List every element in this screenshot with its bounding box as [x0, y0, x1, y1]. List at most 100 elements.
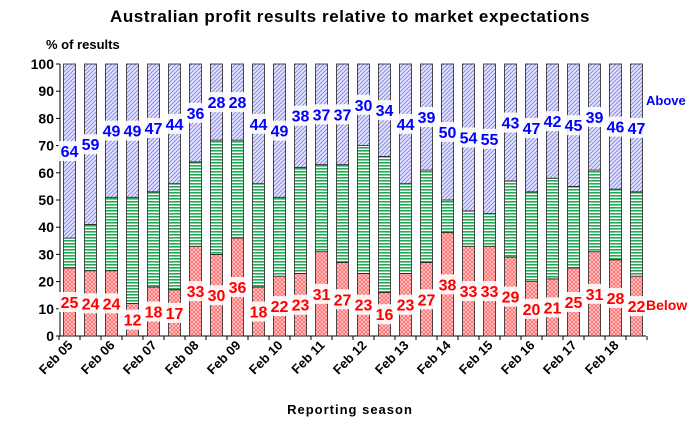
x-tick-label: Feb 17 [540, 338, 580, 378]
label-bg [163, 302, 186, 323]
x-tick-label: Feb 06 [78, 338, 118, 378]
x-axis-label: Reporting season [287, 402, 413, 417]
label-bg [268, 296, 291, 317]
data-label-above: 44 [166, 117, 184, 134]
data-label-below: 20 [523, 302, 541, 319]
data-label-below: 31 [313, 287, 331, 304]
data-label-above: 59 [82, 137, 100, 154]
label-bg [457, 281, 480, 302]
label-bg [226, 92, 249, 113]
bar-inline [252, 183, 265, 288]
label-bg [289, 294, 312, 315]
label-bg [604, 287, 627, 308]
bar-inline [441, 199, 454, 234]
label-bg [142, 301, 165, 322]
data-label-below: 23 [397, 298, 415, 315]
bar-inline [630, 191, 643, 277]
data-label-above: 45 [565, 118, 583, 135]
data-label-below: 33 [460, 284, 478, 301]
bar-inline [483, 213, 496, 247]
bar-inline [210, 139, 223, 255]
data-label-above: 36 [187, 106, 205, 123]
label-bg [352, 294, 375, 315]
bar-inline [378, 156, 391, 293]
x-tick-label: Feb 18 [582, 338, 622, 378]
y-tick-label: 60 [38, 165, 54, 181]
bar-inline [63, 237, 76, 269]
label-bg [331, 104, 354, 125]
label-bg [205, 285, 228, 306]
label-bg [226, 277, 249, 298]
y-tick-label: 30 [38, 246, 54, 262]
y-tick-label: 50 [38, 192, 54, 208]
label-bg [352, 94, 375, 115]
y-tick-label: 20 [38, 274, 54, 290]
data-label-below: 23 [355, 298, 373, 315]
label-bg [457, 127, 480, 148]
label-bg [541, 297, 564, 318]
label-bg [205, 92, 228, 113]
label-bg [520, 117, 543, 138]
data-label-above: 49 [124, 124, 142, 141]
bar-inline [336, 164, 349, 263]
bar-inline [504, 180, 517, 258]
label-bg [583, 107, 606, 128]
data-label-above: 43 [502, 115, 520, 132]
bar-inline [546, 177, 559, 280]
label-bg [436, 122, 459, 142]
label-bg [478, 128, 501, 149]
data-label-below: 17 [166, 306, 184, 323]
label-bg [520, 298, 543, 319]
label-bg [184, 102, 207, 123]
data-label-below: 25 [565, 295, 583, 312]
y-tick-label: 0 [46, 328, 54, 344]
data-label-below: 38 [439, 277, 457, 294]
y-tick-label: 100 [31, 56, 55, 72]
data-label-above: 44 [397, 117, 415, 134]
bar-inline [273, 196, 286, 277]
data-label-below: 22 [271, 299, 289, 316]
x-tick-label: Feb 16 [498, 338, 538, 378]
data-label-above: 39 [586, 110, 604, 127]
data-label-below: 29 [502, 290, 520, 307]
label-bg [394, 294, 417, 315]
x-tick-label: Feb 11 [288, 338, 327, 377]
label-bg [394, 113, 417, 134]
label-bg [310, 104, 333, 125]
data-label-below: 28 [607, 291, 625, 308]
y-axis-label: % of results [46, 37, 120, 52]
data-label-above: 47 [523, 121, 541, 138]
label-bg [373, 100, 396, 121]
data-label-above: 34 [376, 103, 394, 120]
data-label-above: 49 [271, 124, 289, 141]
bar-inline [84, 224, 97, 272]
x-tick-label: Feb 08 [162, 338, 202, 378]
bar-inline [105, 196, 118, 272]
x-tick-label: Feb 15 [456, 338, 496, 378]
data-label-below: 18 [250, 305, 268, 322]
x-tick-label: Feb 12 [330, 338, 370, 378]
data-label-above: 39 [418, 110, 436, 127]
bar-inline [357, 145, 370, 274]
x-tick-label: Feb 09 [204, 338, 244, 378]
bar-inline [189, 161, 202, 247]
label-bg [499, 286, 522, 307]
data-label-above: 54 [460, 130, 478, 147]
data-label-below: 25 [61, 295, 79, 312]
x-tick-label: Feb 05 [36, 338, 76, 378]
data-label-above: 55 [481, 132, 499, 149]
bar-inline [420, 169, 433, 263]
label-bg [58, 292, 81, 312]
data-label-above: 44 [250, 117, 268, 134]
label-bg [625, 296, 648, 317]
data-label-below: 16 [376, 307, 394, 324]
label-bg [331, 289, 354, 310]
y-tick-label: 90 [38, 83, 54, 99]
bar-inline [588, 169, 601, 253]
data-label-above: 28 [208, 95, 226, 112]
x-tick-label: Feb 07 [120, 338, 160, 378]
label-bg [373, 304, 396, 325]
label-bg [541, 111, 564, 132]
